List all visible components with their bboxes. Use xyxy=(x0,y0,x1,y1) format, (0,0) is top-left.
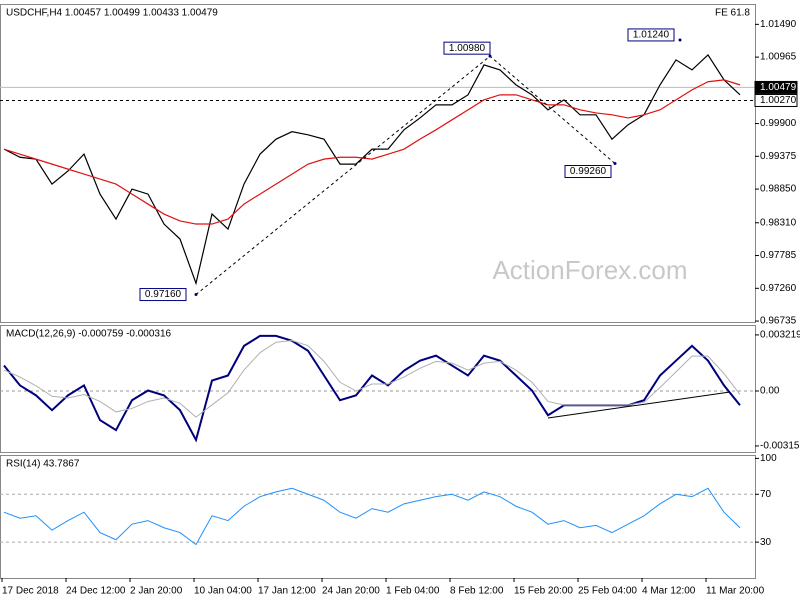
panel-subtitle: FE 61.8 xyxy=(715,8,750,19)
y-tick-label: 0.003219 xyxy=(760,330,800,341)
x-tick-label: 2 Jan 20:00 xyxy=(130,586,183,597)
macd-panel xyxy=(0,325,756,453)
annotation-point xyxy=(488,54,492,58)
x-tick-label: 4 Mar 12:00 xyxy=(642,586,696,597)
watermark: ActionForex.com xyxy=(492,255,687,285)
series-line xyxy=(3,487,741,546)
series-line xyxy=(3,53,741,286)
y-tick-label: 0.98850 xyxy=(760,184,797,195)
y-tick-label: 0.96735 xyxy=(760,316,797,327)
x-tick-label: 24 Jan 20:00 xyxy=(322,586,380,597)
x-tick-label: 11 Mar 20:00 xyxy=(706,586,765,597)
y-tick-label: 0.99375 xyxy=(760,151,797,162)
annotation-box xyxy=(443,41,491,55)
panel-title: MACD(12,26,9) -0.000759 -0.000316 xyxy=(6,329,172,340)
x-tick-label: 15 Feb 20:00 xyxy=(514,586,573,597)
annotation-label: 1.00980 xyxy=(449,43,486,54)
price-panel xyxy=(0,4,756,323)
annotation-label: 0.97160 xyxy=(145,289,182,300)
series-line xyxy=(3,339,741,418)
y-tick-label: 100 xyxy=(760,453,777,464)
x-tick-label: 8 Feb 12:00 xyxy=(450,586,504,597)
annotation-box xyxy=(139,288,187,302)
panel-title: USDCHF,H4 1.00457 1.00499 1.00433 1.0047… xyxy=(6,8,218,19)
x-tick-label: 17 Jan 12:00 xyxy=(258,586,316,597)
annotation-label: 1.01240 xyxy=(633,30,670,41)
price-label-box xyxy=(754,80,798,94)
trendline xyxy=(547,391,731,419)
series-line xyxy=(3,79,741,225)
price-label: 1.00479 xyxy=(760,82,797,93)
x-tick-label: 25 Feb 04:00 xyxy=(578,586,637,597)
annotation-box xyxy=(564,165,612,178)
y-tick-label: 30 xyxy=(760,537,772,548)
rsi-panel xyxy=(0,455,756,579)
panel-title: RSI(14) 43.7867 xyxy=(6,459,80,470)
y-tick-label: -0.003153 xyxy=(760,441,800,452)
annotation-point xyxy=(613,162,617,165)
x-tick-label: 24 Dec 12:00 xyxy=(66,586,126,597)
y-tick-label: 0.97260 xyxy=(760,283,797,294)
x-tick-label: 1 Feb 04:00 xyxy=(386,586,440,597)
annotation-box xyxy=(627,28,675,42)
annotation-point xyxy=(194,293,198,297)
price-label: 1.00270 xyxy=(760,95,797,106)
y-tick-label: 0.97785 xyxy=(760,250,797,261)
x-tick-label: 10 Jan 04:00 xyxy=(194,586,252,597)
y-tick-label: 1.00965 xyxy=(760,52,797,63)
y-tick-label: 0.99900 xyxy=(760,118,797,129)
y-tick-label: 0.00 xyxy=(760,386,780,397)
annotation-point xyxy=(678,38,682,42)
price-label-box xyxy=(754,93,798,107)
y-tick-label: 0.98310 xyxy=(760,217,797,228)
y-tick-label: 70 xyxy=(760,489,772,500)
y-tick-label: 1.01490 xyxy=(760,19,797,30)
x-tick-label: 17 Dec 2018 xyxy=(2,586,59,597)
annotation-label: 0.99260 xyxy=(570,166,607,177)
